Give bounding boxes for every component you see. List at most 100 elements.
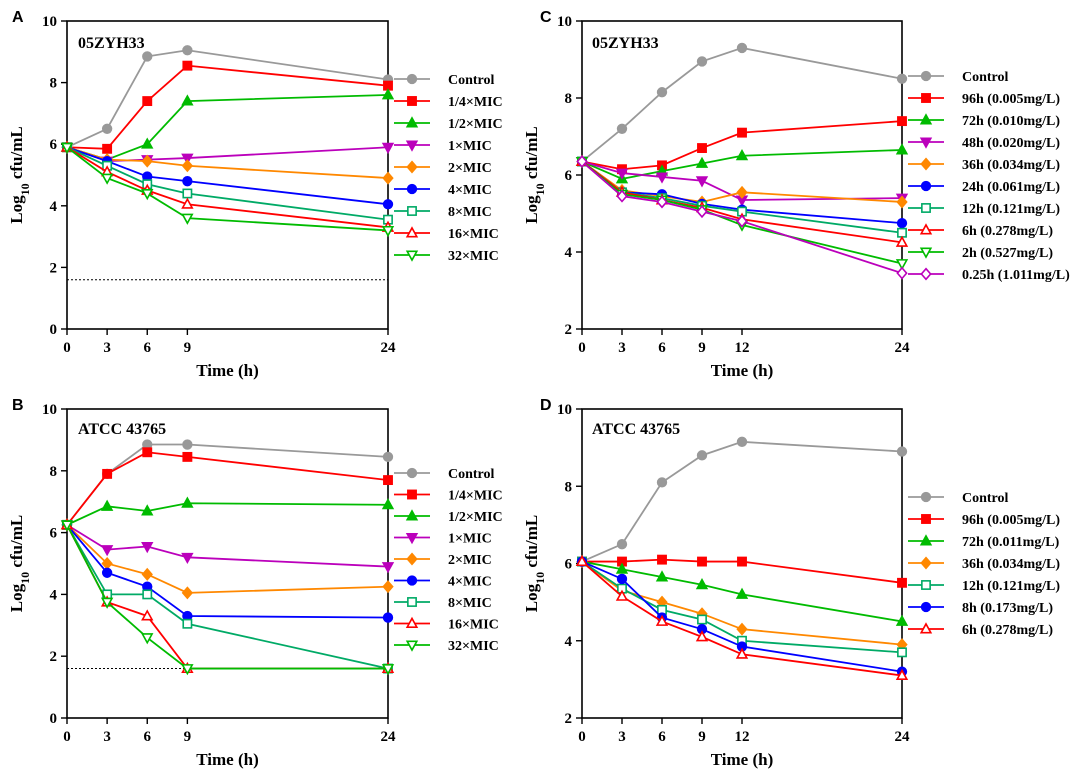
legend: Control 1/4×MIC 1/2×MIC 1×MIC 2×MIC 4×MIC 8×MI… <box>394 73 503 264</box>
legend-label: 32×MIC <box>448 639 499 654</box>
data-point <box>181 552 194 565</box>
series-0 <box>61 439 394 531</box>
x-tick-label: 24 <box>381 340 397 356</box>
series-line <box>581 440 903 563</box>
legend-item: 8h (0.173mg/L) <box>908 601 1053 616</box>
legend-marker <box>919 137 933 149</box>
strain-label: ATCC 43765 <box>592 421 680 438</box>
data-point <box>896 217 908 229</box>
x-tick-label: 9 <box>184 340 192 356</box>
y-tick-label: 4 <box>50 199 58 215</box>
legend-marker <box>405 509 419 521</box>
y-tick-label: 10 <box>42 402 57 418</box>
legend-item: Control <box>908 491 1009 506</box>
legend-label: 16×MIC <box>448 618 499 633</box>
legend-label: 72h (0.011mg/L) <box>962 535 1060 550</box>
data-point <box>655 614 669 626</box>
legend: Control 1/4×MIC 1/2×MIC 1×MIC 2×MIC 4×MIC 8×MI… <box>394 467 503 654</box>
legend-item: Control <box>394 467 495 482</box>
legend-label: 24h (0.061mg/L) <box>962 180 1060 195</box>
legend-marker <box>406 575 418 586</box>
legend-item: 72h (0.011mg/L) <box>908 534 1060 550</box>
legend-item: 2×MIC <box>394 552 492 568</box>
legend-marker <box>921 580 931 590</box>
legend-marker <box>405 533 419 545</box>
legend-marker <box>407 206 417 216</box>
legend-marker <box>405 140 419 152</box>
legend-label: 0.25h (1.011mg/L) <box>962 268 1070 283</box>
legend-item: 1×MIC <box>394 532 492 547</box>
data-point <box>735 587 749 599</box>
legend-marker <box>920 180 932 192</box>
x-tick-label: 6 <box>144 340 152 356</box>
series-0 <box>576 42 908 167</box>
data-point <box>141 542 154 554</box>
data-point <box>735 149 749 161</box>
legend-marker <box>405 116 419 128</box>
y-axis-title: Log10 cfu/mL <box>522 126 547 223</box>
legend-item: 48h (0.020mg/L) <box>908 136 1060 151</box>
legend-marker <box>920 267 932 281</box>
data-point <box>142 589 153 600</box>
data-point <box>141 609 154 621</box>
x-tick-label: 9 <box>698 729 706 745</box>
legend-item: 4×MIC <box>394 183 492 198</box>
data-point <box>655 172 669 184</box>
y-tick-label: 6 <box>565 168 573 184</box>
x-tick-label: 3 <box>618 729 626 745</box>
legend-label: 12h (0.121mg/L) <box>962 202 1060 217</box>
data-point <box>697 614 707 625</box>
legend-label: 2×MIC <box>448 161 492 176</box>
data-point <box>737 127 747 138</box>
data-point <box>897 647 907 658</box>
data-point <box>182 45 193 56</box>
legend-label: 32×MIC <box>448 249 499 264</box>
legend-label: Control <box>448 73 495 88</box>
y-tick-label: 8 <box>50 76 58 92</box>
legend-item: 12h (0.121mg/L) <box>908 202 1060 217</box>
data-point <box>382 612 394 623</box>
data-point <box>100 499 114 511</box>
y-tick-label: 10 <box>557 402 572 418</box>
legend-label: 1/2×MIC <box>448 117 503 132</box>
data-point <box>100 173 114 185</box>
legend-label: 36h (0.034mg/L) <box>962 557 1060 572</box>
legend-item: 8×MIC <box>394 205 492 220</box>
legend-label: 1×MIC <box>448 532 492 547</box>
data-point <box>657 554 667 565</box>
legend-marker <box>406 73 418 85</box>
data-point <box>695 176 709 188</box>
legend-label: 2h (0.527mg/L) <box>962 246 1053 261</box>
data-point <box>695 630 709 642</box>
x-tick-label: 12 <box>735 729 750 745</box>
series-line <box>66 524 389 619</box>
legend-marker <box>919 113 933 125</box>
data-point <box>181 664 194 676</box>
legend-label: 1×MIC <box>448 139 492 154</box>
y-tick-label: 0 <box>50 322 58 338</box>
data-point <box>897 577 907 588</box>
legend-marker <box>405 226 419 238</box>
data-point <box>655 570 669 582</box>
strain-label: 05ZYH33 <box>592 35 659 52</box>
x-tick-label: 24 <box>381 729 397 745</box>
series-line <box>581 560 903 623</box>
series-2 <box>575 143 909 184</box>
legend-marker <box>919 622 933 634</box>
legend-label: 8h (0.173mg/L) <box>962 601 1053 616</box>
series-line <box>66 524 388 670</box>
data-point <box>575 554 589 567</box>
x-axis-title: Time (h) <box>196 361 259 380</box>
data-point <box>382 580 394 594</box>
legend-item: 8×MIC <box>394 596 492 611</box>
series-8 <box>60 520 395 676</box>
legend-marker <box>405 250 419 262</box>
data-point <box>896 446 908 457</box>
x-tick-label: 3 <box>103 340 111 356</box>
legend-item: 16×MIC <box>394 226 499 242</box>
y-tick-label: 8 <box>50 464 58 480</box>
x-tick-label: 12 <box>735 340 750 356</box>
